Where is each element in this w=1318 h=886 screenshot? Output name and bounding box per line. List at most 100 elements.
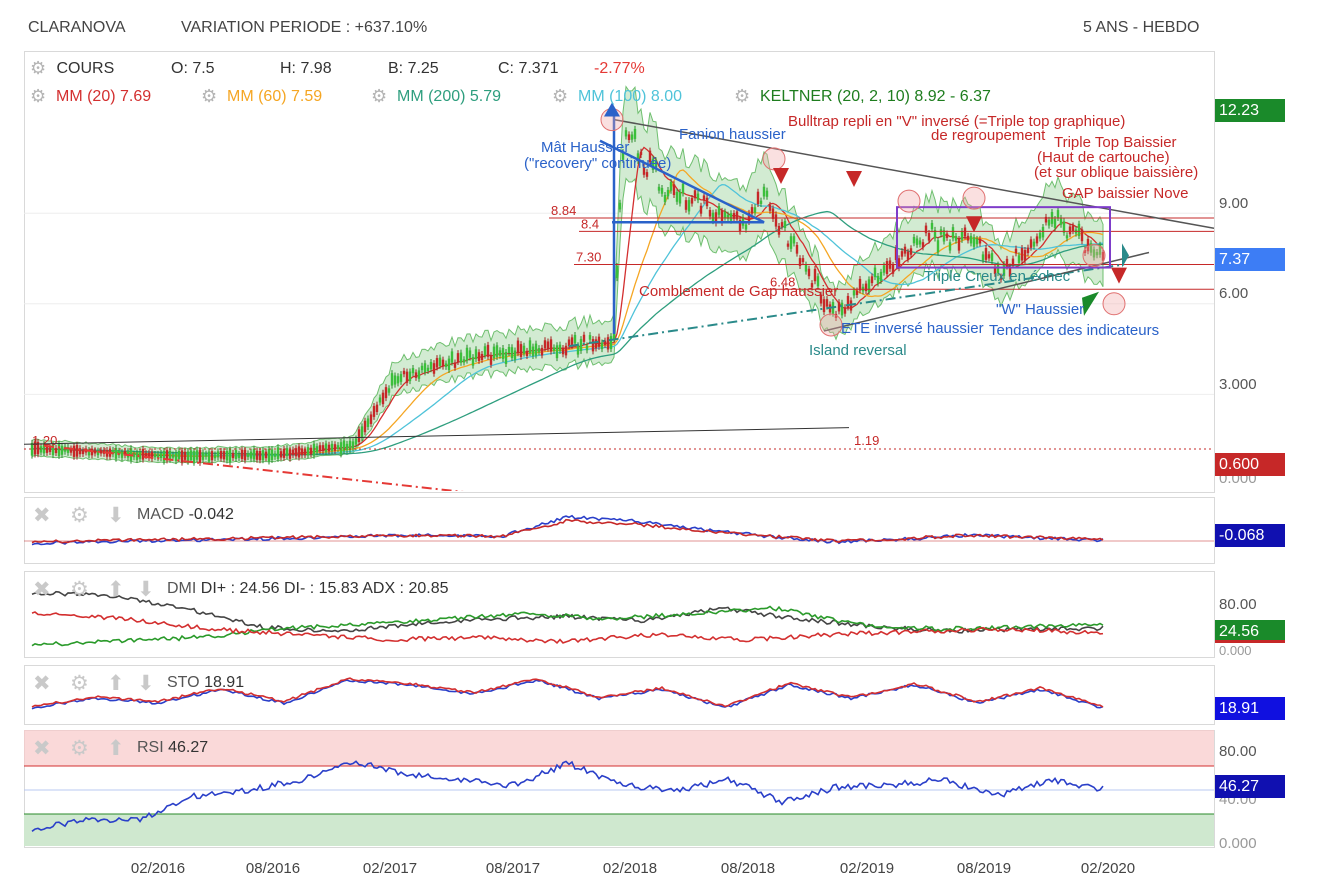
candle-body	[207, 451, 211, 462]
candle-body	[165, 450, 169, 461]
candle-body	[504, 351, 508, 365]
candle-body	[966, 235, 970, 241]
candle-body	[516, 340, 520, 354]
arrow-up-icon[interactable]: ⬆	[107, 672, 125, 695]
gear-icon[interactable]: ⚙	[734, 86, 751, 106]
candle-body	[423, 363, 427, 373]
candle-body	[243, 450, 247, 461]
candle-body	[762, 186, 766, 197]
candle-body	[420, 365, 424, 371]
macd-panel	[24, 497, 1215, 564]
candle-body	[723, 211, 727, 218]
candle-body	[303, 449, 307, 456]
candle-body	[525, 350, 529, 357]
gear-icon[interactable]: ⚙	[70, 672, 89, 695]
level-label: 8.84	[551, 203, 576, 218]
pattern-circle	[819, 313, 843, 337]
candle-body	[807, 268, 811, 277]
candle-body	[903, 246, 907, 254]
candle-body	[975, 238, 979, 245]
x-axis-label: 08/2017	[485, 860, 541, 877]
candle-body	[69, 448, 73, 453]
arrow-down-icon[interactable]: ⬇	[137, 672, 155, 695]
candle-body	[615, 265, 619, 279]
candle-body	[495, 345, 499, 357]
gear-icon[interactable]: ⚙	[30, 58, 47, 78]
close-icon[interactable]: ✖	[33, 672, 51, 695]
candle-body	[873, 267, 877, 278]
trend-line	[568, 263, 1125, 348]
candle-body	[168, 450, 172, 460]
level-label: 6.48	[770, 274, 795, 289]
pattern-circle	[897, 189, 921, 213]
candle-body	[156, 453, 160, 459]
arrow-down-icon[interactable]: ⬇	[107, 504, 125, 527]
dmi-axis-80: 80.00	[1219, 596, 1257, 613]
candle-body	[546, 341, 550, 349]
candle-body	[879, 271, 883, 282]
variation-text: VARIATION PERIODE : +637.10%	[181, 19, 428, 36]
annotation-gap: GAP baissier Nove	[1062, 185, 1188, 202]
candle-body	[510, 347, 514, 359]
arrow-up-icon[interactable]: ⬆	[107, 737, 125, 760]
candle-body	[567, 339, 571, 347]
candle-body	[288, 449, 292, 459]
mm60-label: MM (60) 7.59	[227, 88, 323, 105]
candle-body	[477, 352, 481, 362]
arrow-up-icon[interactable]: ⬆	[107, 578, 125, 601]
candle-body	[948, 242, 952, 251]
pattern-circle	[962, 186, 986, 210]
candle-body	[933, 229, 937, 239]
gear-icon[interactable]: ⚙	[201, 86, 218, 106]
sto-chart	[31, 677, 1104, 710]
candle-body	[603, 340, 607, 345]
mm200-legend: ⚙ MM (200) 5.79	[371, 86, 502, 106]
annotation-triplecreux: Triple Creux en échec	[924, 268, 1071, 285]
sto-title: STO 18.91	[167, 674, 244, 692]
candle-body	[1086, 238, 1090, 252]
gear-icon[interactable]: ⚙	[70, 504, 89, 527]
gear-icon[interactable]: ⚙	[30, 86, 47, 106]
candle-body	[375, 404, 379, 413]
candle-body	[978, 238, 982, 244]
candle-body	[819, 294, 823, 304]
candle-body	[1062, 221, 1066, 233]
candle-body	[336, 445, 340, 450]
candle-body	[384, 387, 388, 399]
candle-body	[498, 350, 502, 356]
close-icon[interactable]: ✖	[33, 504, 51, 527]
high-price-tag: 12.23	[1215, 99, 1285, 122]
candle-body	[768, 204, 772, 211]
candle-body	[843, 307, 847, 314]
candle-body	[345, 443, 349, 451]
gear-icon[interactable]: ⚙	[371, 86, 388, 106]
rsi-axis-80: 80.00	[1219, 743, 1257, 760]
mm200-label: MM (200) 5.79	[397, 88, 502, 105]
sto-value: 18.91	[204, 674, 245, 691]
candle-body	[1011, 258, 1015, 266]
keltner-label: KELTNER (20, 2, 10) 8.92 - 6.37	[760, 88, 991, 105]
candle-body	[870, 276, 874, 284]
gear-icon[interactable]: ⚙	[70, 737, 89, 760]
candle-body	[702, 195, 706, 201]
dmi-title: DMI DI+ : 24.56 DI- : 15.83 ADX : 20.85	[167, 580, 448, 598]
close-icon[interactable]: ✖	[33, 578, 51, 601]
candle-body	[672, 184, 676, 195]
candle-body	[579, 339, 583, 351]
dmi-tag: 24.56	[1215, 620, 1285, 643]
candle-body	[273, 453, 277, 457]
gear-icon[interactable]: ⚙	[552, 86, 569, 106]
close-icon[interactable]: ✖	[33, 737, 51, 760]
candle-body	[219, 450, 223, 459]
pattern-circle	[762, 147, 786, 171]
candle-body	[765, 190, 769, 197]
candle-body	[456, 353, 460, 362]
oblique-line	[823, 251, 1150, 332]
candle-body	[993, 267, 997, 274]
gear-icon[interactable]: ⚙	[70, 578, 89, 601]
candle-body	[411, 368, 415, 374]
candle-body	[237, 453, 241, 458]
arrow-down-icon[interactable]: ⬇	[137, 578, 155, 601]
candle-body	[252, 449, 256, 460]
